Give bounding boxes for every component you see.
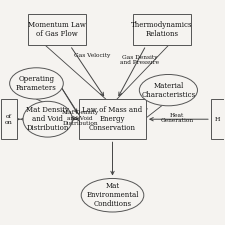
Ellipse shape [139,74,198,106]
Text: H: H [215,117,220,122]
Text: Operating
Parameters: Operating Parameters [16,75,57,92]
Text: Law of Mass and
Energy
Conservation: Law of Mass and Energy Conservation [82,106,143,132]
Text: Mat
Environmental
Conditions: Mat Environmental Conditions [86,182,139,208]
Text: of
on: of on [5,114,13,125]
Text: Thermodynamics
Relations: Thermodynamics Relations [131,21,192,38]
Text: Heat
Generation: Heat Generation [161,113,194,124]
Ellipse shape [10,68,63,99]
Text: Gas Velocity: Gas Velocity [74,53,111,58]
FancyBboxPatch shape [1,99,18,139]
Text: Gas Density
and Pressure: Gas Density and Pressure [120,54,159,65]
Ellipse shape [81,178,144,212]
FancyBboxPatch shape [79,99,146,139]
FancyBboxPatch shape [133,14,191,45]
Text: Momentum Law
of Gas Flow: Momentum Law of Gas Flow [28,21,86,38]
Text: Mat Density
and Void
Distribution: Mat Density and Void Distribution [62,110,98,126]
Ellipse shape [23,101,72,137]
Text: Mat Density
and Void
Distribution: Mat Density and Void Distribution [26,106,69,132]
FancyBboxPatch shape [27,14,86,45]
Text: Material
Characteristics: Material Characteristics [141,81,196,99]
FancyBboxPatch shape [211,99,224,139]
